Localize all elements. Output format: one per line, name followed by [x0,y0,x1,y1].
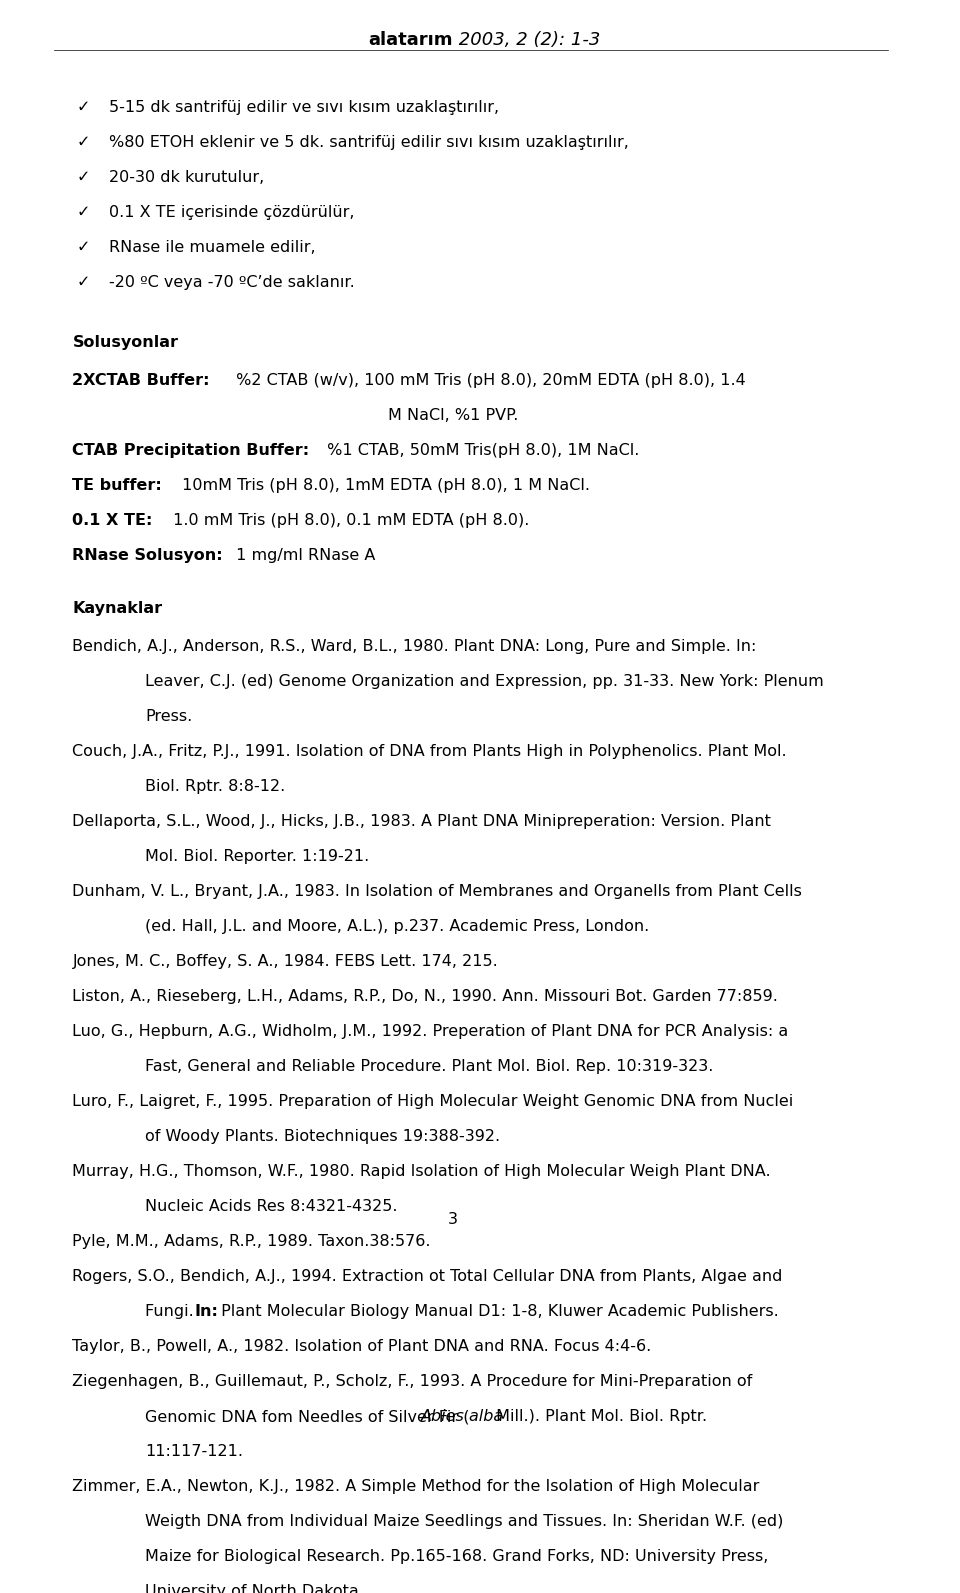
Text: ✓: ✓ [77,100,90,115]
Text: Solusyonlar: Solusyonlar [73,335,179,350]
Text: Leaver, C.J. (ed) Genome Organization and Expression, pp. 31-33. New York: Plenu: Leaver, C.J. (ed) Genome Organization an… [145,674,824,690]
Text: Dellaporta, S.L., Wood, J., Hicks, J.B., 1983. A Plant DNA Minipreperation: Vers: Dellaporta, S.L., Wood, J., Hicks, J.B.,… [73,814,772,830]
Text: 11:117-121.: 11:117-121. [145,1445,243,1459]
Text: ✓: ✓ [77,276,90,290]
Text: Mol. Biol. Reporter. 1:19-21.: Mol. Biol. Reporter. 1:19-21. [145,849,370,865]
Text: 1.0 mM Tris (pH 8.0), 0.1 mM EDTA (pH 8.0).: 1.0 mM Tris (pH 8.0), 0.1 mM EDTA (pH 8.… [168,513,529,529]
Text: Nucleic Acids Res 8:4321-4325.: Nucleic Acids Res 8:4321-4325. [145,1200,397,1214]
Text: Luro, F., Laigret, F., 1995. Preparation of High Molecular Weight Genomic DNA fr: Luro, F., Laigret, F., 1995. Preparation… [73,1094,794,1109]
Text: Plant Molecular Biology Manual D1: 1-8, Kluwer Academic Publishers.: Plant Molecular Biology Manual D1: 1-8, … [216,1305,779,1319]
Text: Ziegenhagen, B., Guillemaut, P., Scholz, F., 1993. A Procedure for Mini-Preparat: Ziegenhagen, B., Guillemaut, P., Scholz,… [73,1375,753,1389]
Text: 1 mg/ml RNase A: 1 mg/ml RNase A [231,548,375,564]
Text: %1 CTAB, 50mM Tris(pH 8.0), 1M NaCl.: %1 CTAB, 50mM Tris(pH 8.0), 1M NaCl. [322,443,639,459]
Text: 10mM Tris (pH 8.0), 1mM EDTA (pH 8.0), 1 M NaCl.: 10mM Tris (pH 8.0), 1mM EDTA (pH 8.0), 1… [177,478,589,494]
Text: alatarım: alatarım [369,32,453,49]
Text: Couch, J.A., Fritz, P.J., 1991. Isolation of DNA from Plants High in Polyphenoli: Couch, J.A., Fritz, P.J., 1991. Isolatio… [73,744,787,760]
Text: Abies alba: Abies alba [420,1410,504,1424]
Text: ✓: ✓ [77,205,90,220]
Text: 20-30 dk kurutulur,: 20-30 dk kurutulur, [108,170,264,185]
Text: 2003, 2 (2): 1-3: 2003, 2 (2): 1-3 [453,32,601,49]
Text: In:: In: [195,1305,218,1319]
Text: 3: 3 [448,1212,458,1227]
Text: 0.1 X TE içerisinde çözdürülür,: 0.1 X TE içerisinde çözdürülür, [108,205,354,220]
Text: ✓: ✓ [77,170,90,185]
Text: 0.1 X TE:: 0.1 X TE: [73,513,153,529]
Text: Biol. Rptr. 8:8-12.: Biol. Rptr. 8:8-12. [145,779,285,795]
Text: %80 ETOH eklenir ve 5 dk. santrifüj edilir sıvı kısım uzaklaştırılır,: %80 ETOH eklenir ve 5 dk. santrifüj edil… [108,135,629,150]
Text: Rogers, S.O., Bendich, A.J., 1994. Extraction ot Total Cellular DNA from Plants,: Rogers, S.O., Bendich, A.J., 1994. Extra… [73,1270,782,1284]
Text: Weigth DNA from Individual Maize Seedlings and Tissues. In: Sheridan W.F. (ed): Weigth DNA from Individual Maize Seedlin… [145,1515,783,1529]
Text: Jones, M. C., Boffey, S. A., 1984. FEBS Lett. 174, 215.: Jones, M. C., Boffey, S. A., 1984. FEBS … [73,954,498,969]
Text: Maize for Biological Research. Pp.165-168. Grand Forks, ND: University Press,: Maize for Biological Research. Pp.165-16… [145,1550,768,1564]
Text: Dunham, V. L., Bryant, J.A., 1983. In Isolation of Membranes and Organells from : Dunham, V. L., Bryant, J.A., 1983. In Is… [73,884,803,900]
Text: -20 ºC veya -70 ºC’de saklanır.: -20 ºC veya -70 ºC’de saklanır. [108,276,354,290]
Text: Taylor, B., Powell, A., 1982. Isolation of Plant DNA and RNA. Focus 4:4-6.: Taylor, B., Powell, A., 1982. Isolation … [73,1340,652,1354]
Text: Pyle, M.M., Adams, R.P., 1989. Taxon.38:576.: Pyle, M.M., Adams, R.P., 1989. Taxon.38:… [73,1235,431,1249]
Text: (ed. Hall, J.L. and Moore, A.L.), p.237. Academic Press, London.: (ed. Hall, J.L. and Moore, A.L.), p.237.… [145,919,649,935]
Text: Fungi.: Fungi. [145,1305,199,1319]
Text: 2XCTAB Buffer:: 2XCTAB Buffer: [73,373,210,389]
Text: Press.: Press. [145,709,192,725]
Text: Liston, A., Rieseberg, L.H., Adams, R.P., Do, N., 1990. Ann. Missouri Bot. Garde: Liston, A., Rieseberg, L.H., Adams, R.P.… [73,989,779,1004]
Text: ✓: ✓ [77,241,90,255]
Text: M NaCl, %1 PVP.: M NaCl, %1 PVP. [388,408,518,424]
Text: RNase Solusyon:: RNase Solusyon: [73,548,223,564]
Text: CTAB Precipitation Buffer:: CTAB Precipitation Buffer: [73,443,310,459]
Text: Fast, General and Reliable Procedure. Plant Mol. Biol. Rep. 10:319-323.: Fast, General and Reliable Procedure. Pl… [145,1059,713,1074]
Text: RNase ile muamele edilir,: RNase ile muamele edilir, [108,241,316,255]
Text: TE buffer:: TE buffer: [73,478,162,494]
Text: Mill.). Plant Mol. Biol. Rptr.: Mill.). Plant Mol. Biol. Rptr. [492,1410,708,1424]
Text: %2 CTAB (w/v), 100 mM Tris (pH 8.0), 20mM EDTA (pH 8.0), 1.4: %2 CTAB (w/v), 100 mM Tris (pH 8.0), 20m… [231,373,746,389]
Text: Luo, G., Hepburn, A.G., Widholm, J.M., 1992. Preperation of Plant DNA for PCR An: Luo, G., Hepburn, A.G., Widholm, J.M., 1… [73,1024,789,1039]
Text: Genomic DNA fom Needles of Silver Fir (: Genomic DNA fom Needles of Silver Fir ( [145,1410,469,1424]
Text: Kaynaklar: Kaynaklar [73,601,162,616]
Text: of Woody Plants. Biotechniques 19:388-392.: of Woody Plants. Biotechniques 19:388-39… [145,1129,500,1144]
Text: 5-15 dk santrifüj edilir ve sıvı kısım uzaklaştırılır,: 5-15 dk santrifüj edilir ve sıvı kısım u… [108,100,499,115]
Text: University of North Dakota.: University of North Dakota. [145,1583,364,1593]
Text: Murray, H.G., Thomson, W.F., 1980. Rapid Isolation of High Molecular Weigh Plant: Murray, H.G., Thomson, W.F., 1980. Rapid… [73,1164,771,1179]
Text: ✓: ✓ [77,135,90,150]
Text: Bendich, A.J., Anderson, R.S., Ward, B.L., 1980. Plant DNA: Long, Pure and Simpl: Bendich, A.J., Anderson, R.S., Ward, B.L… [73,639,756,655]
Text: Zimmer, E.A., Newton, K.J., 1982. A Simple Method for the Isolation of High Mole: Zimmer, E.A., Newton, K.J., 1982. A Simp… [73,1480,760,1494]
